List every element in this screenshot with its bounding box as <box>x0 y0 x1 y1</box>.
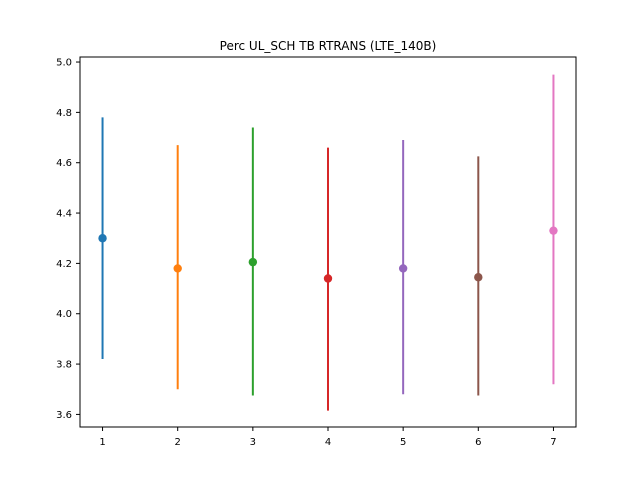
x-tick-label: 7 <box>550 437 556 448</box>
data-point-1 <box>98 234 107 243</box>
y-tick-label: 3.6 <box>56 410 72 421</box>
x-tick-label: 1 <box>99 437 105 448</box>
data-point-6 <box>474 273 483 282</box>
data-point-4 <box>323 274 333 283</box>
x-tick-label: 4 <box>325 437 331 448</box>
x-tick-label: 2 <box>175 437 181 448</box>
y-tick-label: 4.2 <box>56 259 72 270</box>
x-tick-label: 6 <box>475 437 481 448</box>
y-tick-label: 4.6 <box>56 158 72 169</box>
y-tick-label: 4.0 <box>56 309 72 320</box>
y-tick-label: 4.8 <box>56 108 72 119</box>
x-tick-label: 3 <box>250 437 256 448</box>
y-tick-label: 5.0 <box>56 58 72 69</box>
y-tick-label: 4.4 <box>56 209 72 220</box>
plot-area: 1 2 3 4 5 6 7 3.6 3.8 4.0 4.2 4.4 4.6 4.8 5.0 <box>56 56 577 448</box>
chart-title: Perc UL_SCH TB RTRANS (LTE_140B) <box>220 39 437 53</box>
data-point-3 <box>248 257 258 267</box>
data-point-2 <box>173 264 182 273</box>
data-point-5 <box>398 264 408 273</box>
y-tick-label: 3.8 <box>56 360 72 371</box>
data-point-7 <box>549 226 558 235</box>
x-tick-label: 5 <box>400 437 406 448</box>
